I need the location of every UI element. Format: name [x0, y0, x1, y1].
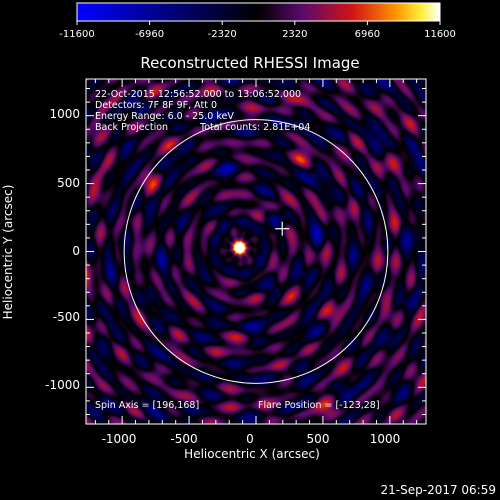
colorbar: -11600 -6960 -2320 2320 6960 11600 [59, 2, 456, 40]
plot-title: Reconstructed RHESSI Image [140, 54, 359, 72]
x-axis-label: Heliocentric X (arcsec) [184, 447, 320, 461]
info-energy-range: Energy Range: 6.0 - 25.0 keV [95, 111, 234, 122]
y-tick-label: 1000 [49, 107, 80, 121]
colorbar-tick-label: 11600 [424, 29, 456, 40]
info-block: 22-Oct-2015 12:56:52.000 to 13:06:52.000… [95, 89, 310, 133]
colorbar-tick-label: -6960 [135, 29, 164, 40]
x-tick-label: 500 [307, 432, 330, 446]
colorbar-tickmarks [76, 21, 441, 25]
spin-axis-marker [275, 221, 290, 236]
x-tick-label: 1000 [370, 432, 401, 446]
info-time-range: 22-Oct-2015 12:56:52.000 to 13:06:52.000 [95, 89, 301, 100]
timestamp: 21-Sep-2017 06:59 [381, 483, 496, 497]
info-method: Back Projection [95, 122, 168, 133]
y-tick-label: 500 [57, 176, 80, 190]
flare-position-label: Flare Position = [-123,28] [258, 400, 380, 411]
x-tick-label: -1000 [102, 432, 137, 446]
axis-tickmarks [86, 79, 426, 424]
colorbar-tick-label: 2320 [282, 29, 307, 40]
y-axis-label: Heliocentric Y (arcsec) [1, 185, 15, 320]
colorbar-tick-label: -11600 [59, 29, 94, 40]
solar-limb-circle [123, 119, 389, 384]
colorbar-frame [76, 2, 441, 22]
colorbar-tick-label: 6960 [355, 29, 380, 40]
info-detectors: Detectors: 7F 8F 9F, Att 0 [95, 100, 217, 111]
y-tick-label: -1000 [45, 378, 80, 392]
spin-axis-label: Spin Axis = [196,168] [95, 400, 199, 411]
y-tick-label: -500 [53, 310, 80, 324]
colorbar-tick-label: -2320 [208, 29, 237, 40]
x-tick-label: 0 [246, 432, 254, 446]
info-total-counts: Total counts: 2.81E+04 [199, 122, 310, 133]
x-tick-label: -500 [170, 432, 197, 446]
y-tick-label: 0 [72, 244, 80, 258]
